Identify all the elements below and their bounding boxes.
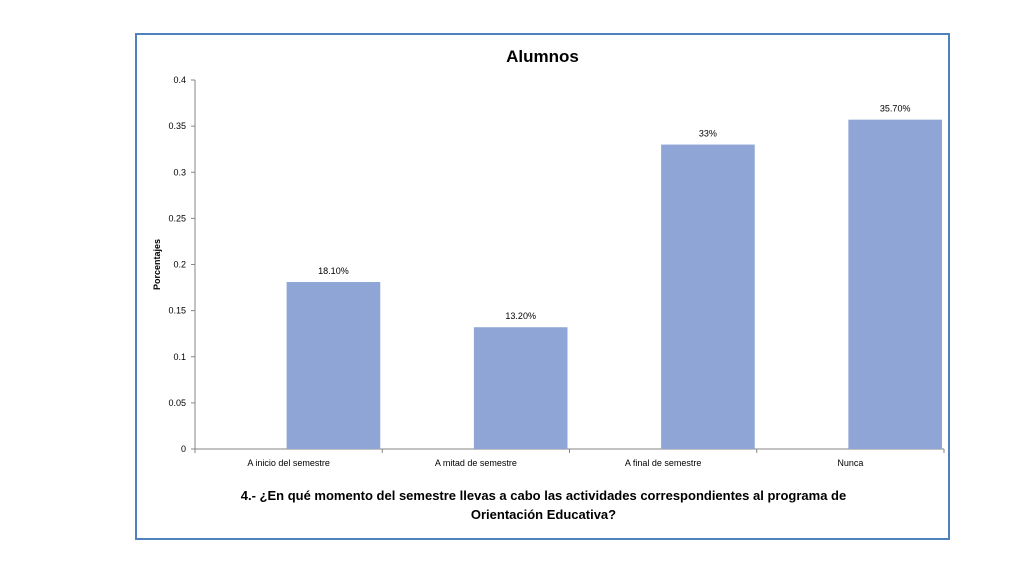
bar-chart: 0 0.05 0.1 0.15 0.2 0.25 0.3 0.35 0.4 Porcentajes…: [152, 75, 945, 468]
question-line-2: Orientación Educativa?: [470, 507, 617, 522]
bar: [286, 282, 381, 449]
y-tick-label: 0.15: [168, 306, 186, 316]
data-label: 18.10%: [318, 266, 349, 276]
y-tick-label: 0.35: [168, 121, 186, 131]
bar: [661, 144, 755, 449]
data-label: 33%: [699, 129, 717, 139]
bar: [848, 119, 942, 449]
bar: [473, 327, 568, 449]
y-tick-label: 0.4: [173, 75, 186, 85]
x-tick-label: A inicio del semestre: [247, 458, 330, 468]
data-label: 35.70%: [880, 104, 911, 114]
y-tick-label: 0.1: [173, 352, 186, 362]
x-tick-label: A final de semestre: [625, 458, 702, 468]
y-tick-label: 0.3: [173, 167, 186, 177]
y-tick-label: 0.2: [173, 260, 186, 270]
y-axis-label: Porcentajes: [152, 239, 162, 290]
y-tick-label: 0.25: [168, 213, 186, 223]
data-label: 13.20%: [505, 311, 536, 321]
question-line-1: 4.- ¿En qué momento del semestre llevas …: [240, 488, 847, 503]
y-tick-label: 0.05: [168, 398, 186, 408]
question-caption: 4.- ¿En qué momento del semestre llevas …: [197, 486, 890, 524]
chart-frame: Alumnos 0 0.05 0.1 0.15 0.2 0.25 0.3 0.35 0.4 Por…: [135, 33, 950, 540]
x-tick-label: Nunca: [837, 458, 863, 468]
y-tick-label: 0: [181, 444, 186, 454]
chart-title: Alumnos: [506, 47, 579, 66]
x-tick-label: A mitad de semestre: [435, 458, 517, 468]
